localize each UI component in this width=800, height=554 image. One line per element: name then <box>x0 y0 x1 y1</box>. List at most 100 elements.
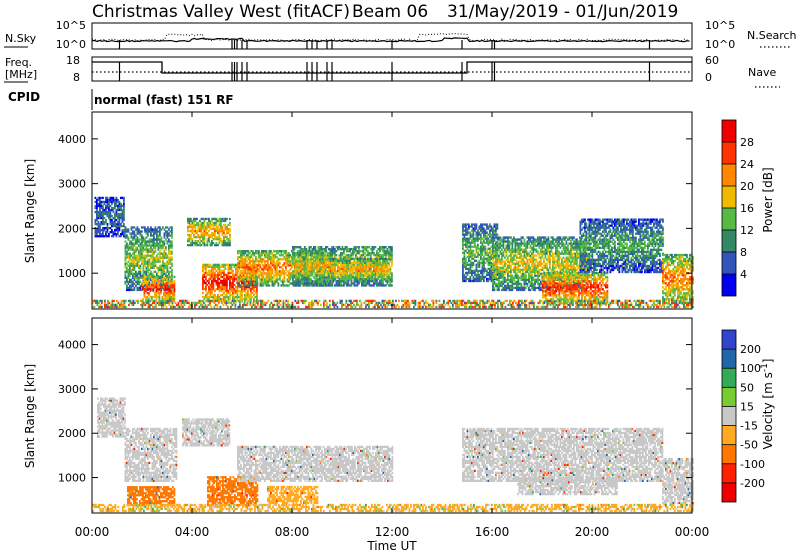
heatmap-cell <box>188 244 191 247</box>
heatmap-cell <box>474 271 476 275</box>
heatmap-cell <box>132 260 134 263</box>
heatmap-cell <box>147 240 149 243</box>
heatmap-cell <box>391 260 393 263</box>
heatmap-cell <box>304 254 306 257</box>
heatmap-cell <box>292 252 294 255</box>
heatmap-cell <box>498 288 500 292</box>
heatmap-cell <box>220 293 222 297</box>
heatmap-cell <box>224 277 227 281</box>
heatmap-cell <box>238 262 241 265</box>
heatmap-cell <box>493 280 496 284</box>
heatmap-cell <box>115 198 118 202</box>
cpid-label: CPID <box>8 90 40 104</box>
heatmap-cell <box>317 260 320 263</box>
heatmap-cell <box>102 210 104 214</box>
heatmap-cell <box>262 282 265 285</box>
heatmap-cell <box>353 250 356 253</box>
heatmap-cell <box>127 248 130 251</box>
heatmap-cell <box>356 278 359 281</box>
heatmap-cell <box>361 282 363 285</box>
heatmap-cell <box>214 277 216 281</box>
heatmap-cell <box>322 284 324 287</box>
heatmap-cell <box>102 204 104 208</box>
freq-tick-bottom: 8 <box>73 71 80 84</box>
heatmap-cell <box>133 272 136 275</box>
heatmap-cell <box>477 239 479 242</box>
heatmap-cell <box>240 264 242 267</box>
heatmap-cell <box>246 272 248 275</box>
heatmap-cell <box>236 297 239 301</box>
heatmap-cell <box>190 241 192 245</box>
heatmap-cell <box>299 252 302 255</box>
heatmap-cell <box>307 280 309 283</box>
heatmap-cell <box>289 278 292 281</box>
heatmap-cell <box>252 266 254 269</box>
heatmap-cell <box>126 252 128 255</box>
heatmap-cell <box>484 275 487 279</box>
heatmap-cell <box>165 256 167 259</box>
heatmap-cell <box>243 280 245 283</box>
heatmap-cell <box>289 282 292 285</box>
heatmap-cell <box>322 256 325 259</box>
heatmap-cell <box>169 285 171 289</box>
heatmap-cell <box>191 231 194 235</box>
heatmap-cell <box>299 278 302 281</box>
heatmap-cell <box>328 282 330 285</box>
heatmap-cell <box>157 252 160 255</box>
heatmap-cell <box>496 262 499 265</box>
heatmap-cell <box>286 284 289 287</box>
heatmap-cell <box>138 258 140 261</box>
heatmap-cell <box>310 250 313 253</box>
heatmap-cell <box>379 271 381 275</box>
heatmap-cell <box>154 283 156 287</box>
heatmap-cell <box>124 248 127 251</box>
heatmap-cell <box>171 272 173 275</box>
heatmap-cell <box>274 282 277 285</box>
heatmap-cell <box>170 279 173 283</box>
heatmap-cell <box>365 259 368 262</box>
heatmap-cell <box>166 232 169 235</box>
heatmap-cell <box>148 285 150 289</box>
heatmap-cell <box>255 276 257 279</box>
heatmap-cell <box>347 282 350 285</box>
heatmap-cell <box>144 258 146 261</box>
heatmap-cell <box>133 256 136 259</box>
heatmap-cell <box>217 275 219 279</box>
heatmap-cell <box>277 252 280 255</box>
heatmap-cell <box>483 265 485 269</box>
heatmap-cell <box>187 225 189 229</box>
heatmap-cell <box>259 258 262 261</box>
heatmap-cell <box>254 291 257 295</box>
heatmap-cell <box>136 260 139 263</box>
heatmap-cell <box>310 278 312 281</box>
heatmap-cell <box>309 252 311 255</box>
heatmap-cell <box>291 260 293 263</box>
heatmap-cell <box>316 270 318 273</box>
heatmap-cell <box>117 212 119 216</box>
heatmap-cell <box>159 246 161 249</box>
heatmap-cell <box>124 234 127 237</box>
heatmap-cell <box>238 285 240 289</box>
heatmap-cell <box>258 276 260 279</box>
heatmap-cell <box>361 246 363 249</box>
heatmap-cell <box>305 276 308 279</box>
heatmap-cell <box>316 276 318 279</box>
heatmap-cell <box>141 244 143 247</box>
heatmap-cell <box>298 268 300 271</box>
heatmap-cell <box>320 276 323 279</box>
heatmap-cell <box>264 266 266 269</box>
heatmap-cell <box>148 230 151 233</box>
heatmap-cell <box>129 242 131 245</box>
heatmap-cell <box>282 280 284 283</box>
heatmap-cell <box>237 264 239 267</box>
heatmap-cell <box>235 289 237 293</box>
heatmap-cell <box>96 233 98 236</box>
heatmap-cell <box>96 214 98 218</box>
heatmap-cell <box>191 223 194 227</box>
heatmap-cell <box>212 237 215 241</box>
heatmap-cell <box>133 268 136 271</box>
heatmap-cell <box>161 299 164 303</box>
heatmap-cell <box>154 279 156 283</box>
heatmap-cell <box>211 285 213 289</box>
heatmap-cell <box>338 284 341 287</box>
